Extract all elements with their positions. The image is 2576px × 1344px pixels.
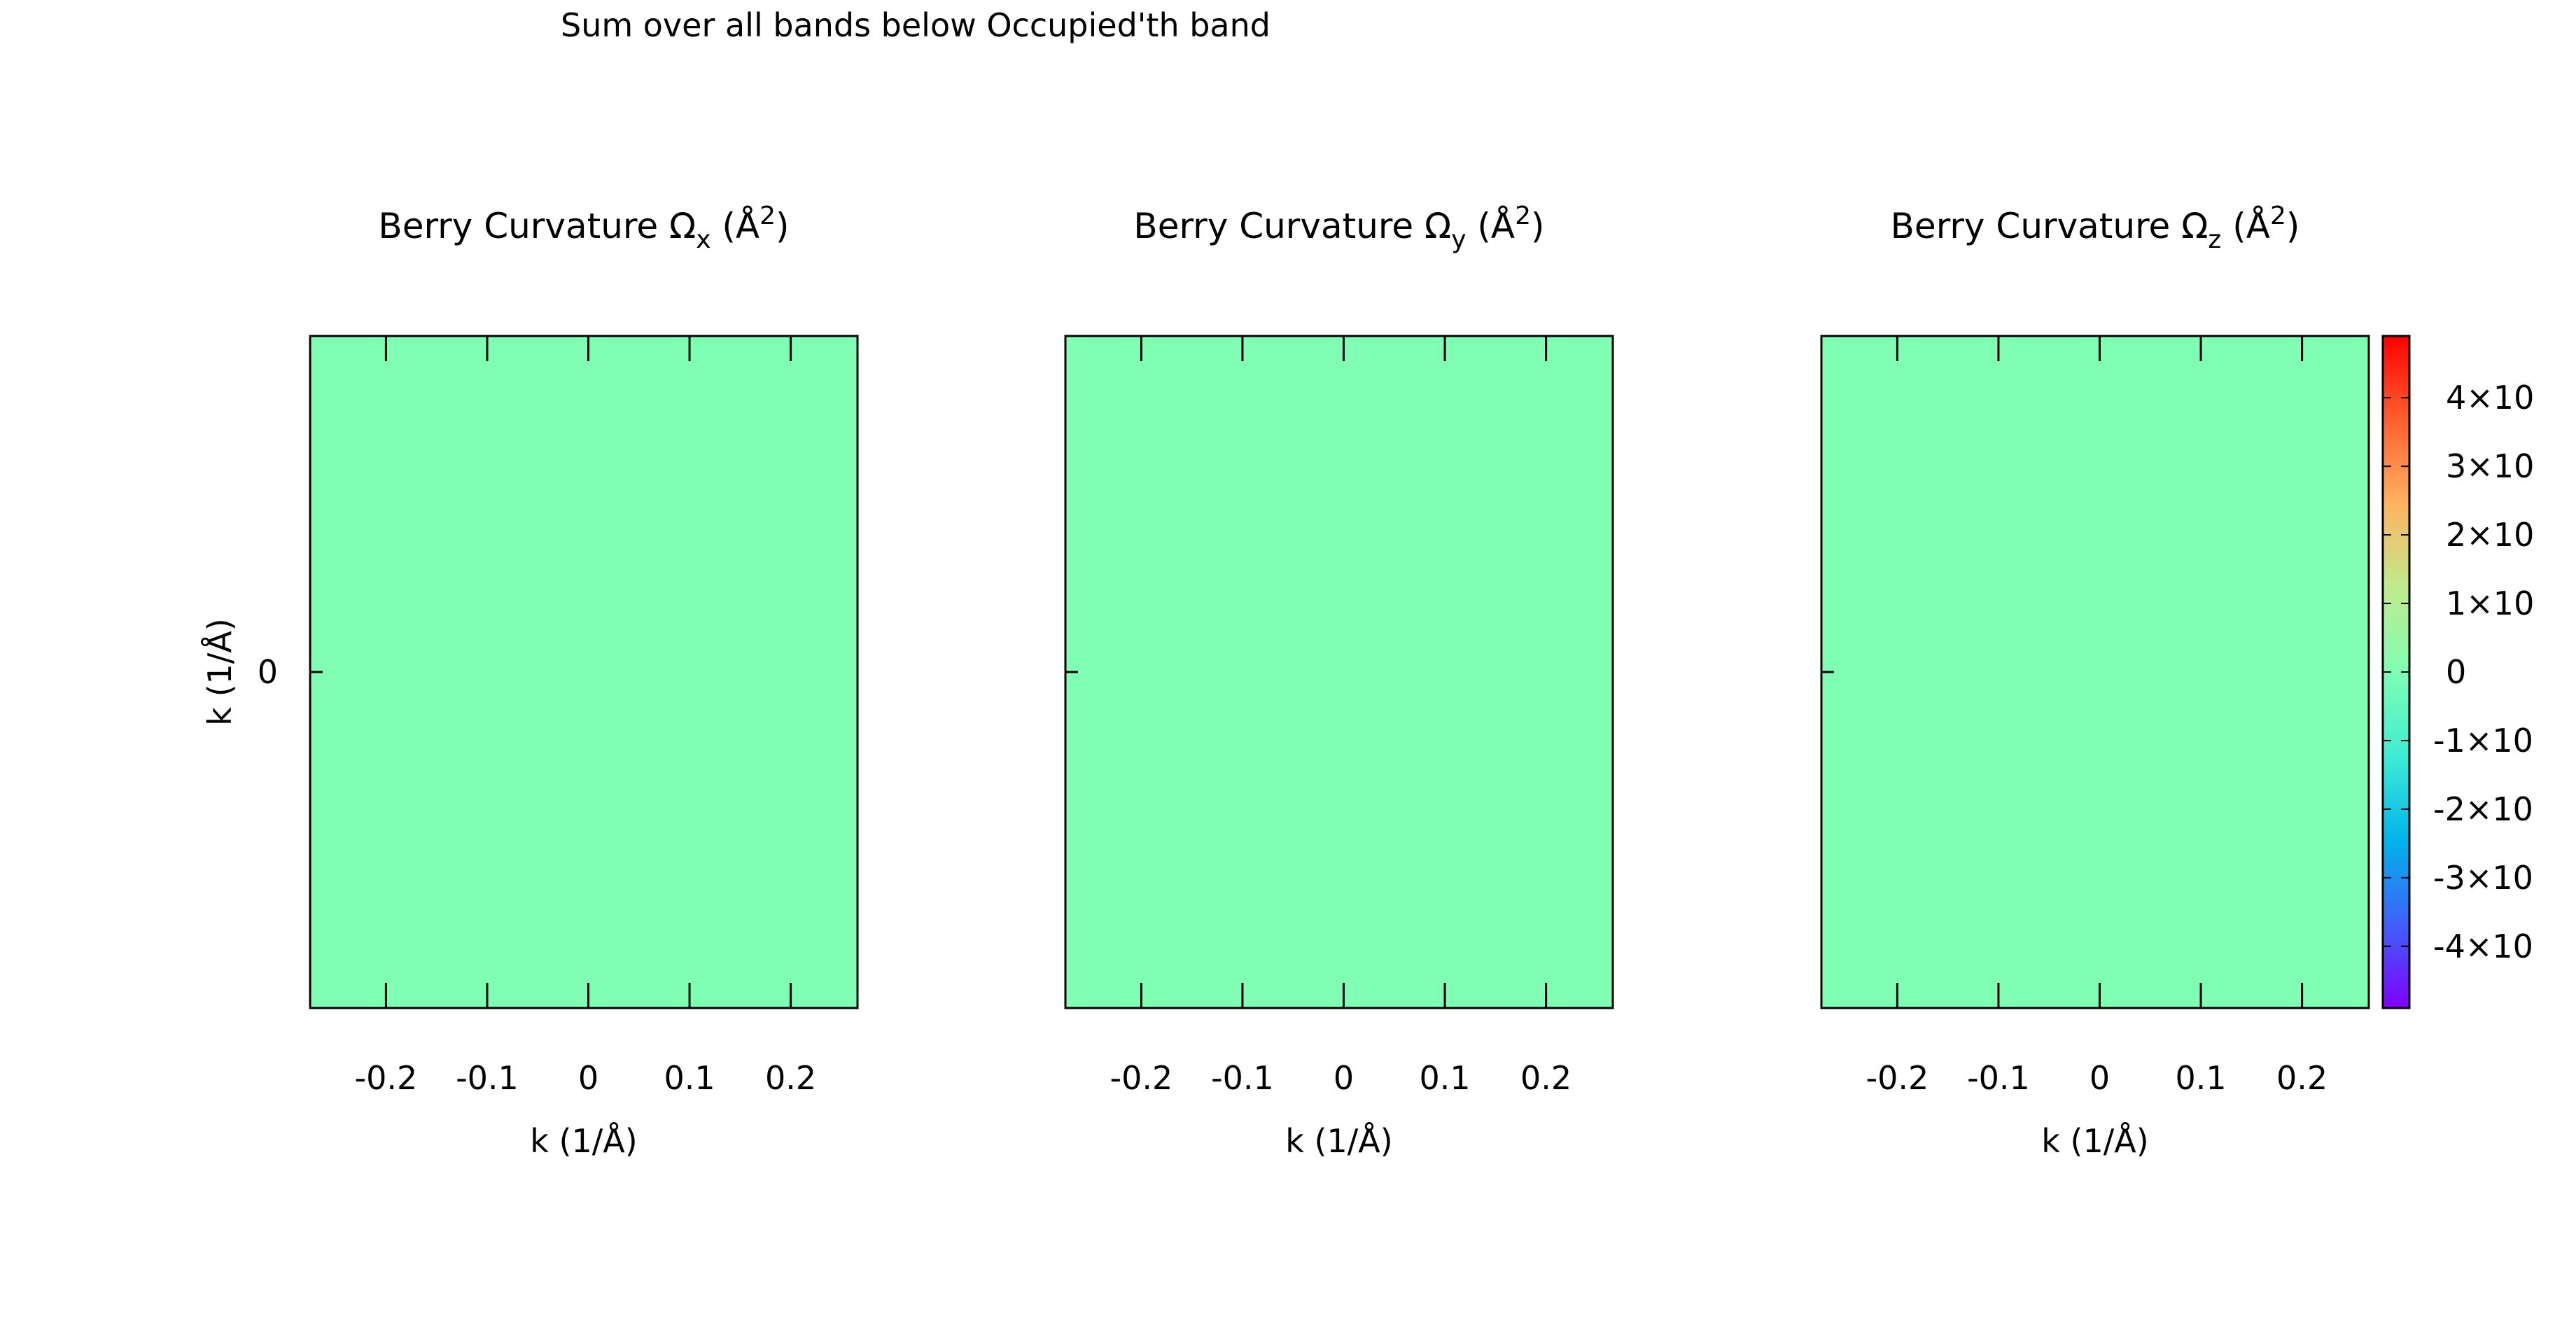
colorbar-tick-label: 1×10 bbox=[2446, 584, 2534, 622]
panel-2: -0.2 -0.1 0 0.1 0.2 k (1/Å) Berry Curvature Ωy… bbox=[1064, 202, 1614, 1160]
x-tick-label: -0.1 bbox=[1967, 1059, 2030, 1097]
x-tick-label: 0.1 bbox=[2175, 1059, 2226, 1097]
panel-title-subscript: z bbox=[2208, 225, 2221, 254]
x-tick-label: -0.2 bbox=[1110, 1059, 1173, 1097]
panel-title-unit-close: ) bbox=[1531, 206, 1545, 246]
panel-title-base: Berry Curvature Ω bbox=[1891, 206, 2208, 246]
panel-title-base: Berry Curvature Ω bbox=[1133, 206, 1451, 246]
panel-title: Berry Curvature Ωz (Å2) bbox=[1891, 202, 2300, 254]
panel-title-base: Berry Curvature Ω bbox=[378, 206, 696, 246]
panel-3: -0.2 -0.1 0 0.1 0.2 k (1/Å) Berry Curvature Ωz… bbox=[1820, 202, 2370, 1160]
panels: -0.2 -0.1 0 0.1 0.2 0 k (1/Å) Berry Curvature Ω… bbox=[258, 202, 2370, 1160]
heatmap-cell bbox=[1065, 336, 1613, 1008]
y-tick-label: 0 bbox=[258, 653, 278, 691]
panel-title-subscript: y bbox=[1451, 225, 1466, 254]
colorbar-tick-label: -3×10 bbox=[2433, 859, 2533, 897]
panel-1: -0.2 -0.1 0 0.1 0.2 0 k (1/Å) Berry Curvature Ω… bbox=[258, 202, 859, 1160]
x-axis-label: k (1/Å) bbox=[1285, 1122, 1392, 1160]
x-tick-label: -0.1 bbox=[1211, 1059, 1274, 1097]
panel-title-unit: (Å bbox=[711, 206, 760, 246]
colorbar-tick-label: 0 bbox=[2446, 653, 2466, 691]
colorbar-tick-label: -4×10 bbox=[2433, 927, 2533, 965]
x-axis-label: k (1/Å) bbox=[530, 1122, 637, 1160]
x-tick-label: 0.2 bbox=[2276, 1059, 2328, 1097]
colorbar: 4×10 3×10 2×10 1×10 0 -1×10 -2×10 -3×10 -4×10 bbox=[2381, 335, 2534, 1009]
x-tick-label: 0.2 bbox=[1520, 1059, 1572, 1097]
figure-title: Sum over all bands below Occupied'th ban… bbox=[561, 6, 1270, 44]
panel-title: Berry Curvature Ωx (Å2) bbox=[378, 202, 789, 254]
panel-title-subscript: x bbox=[696, 225, 710, 254]
x-tick-label: 0 bbox=[1334, 1059, 1354, 1097]
x-tick-label: 0.2 bbox=[765, 1059, 816, 1097]
x-axis-label: k (1/Å) bbox=[2041, 1122, 2148, 1160]
panel-title-superscript: 2 bbox=[760, 202, 776, 230]
x-tick-label: 0 bbox=[2090, 1059, 2110, 1097]
x-tick-label: -0.2 bbox=[1866, 1059, 1929, 1097]
colorbar-tick-label: -2×10 bbox=[2433, 790, 2533, 828]
panel-title-superscript: 2 bbox=[1515, 202, 1531, 230]
panel-title-unit: (Å bbox=[2221, 206, 2270, 246]
panel-title-unit-close: ) bbox=[2286, 206, 2300, 246]
heatmap-cell bbox=[310, 336, 858, 1008]
panel-title-unit: (Å bbox=[1466, 206, 1516, 246]
panel-title: Berry Curvature Ωy (Å2) bbox=[1133, 202, 1544, 254]
colorbar-tick-label: 2×10 bbox=[2446, 516, 2534, 554]
colorbar-tick-label: 4×10 bbox=[2446, 379, 2534, 416]
x-tick-label: -0.2 bbox=[355, 1059, 418, 1097]
heatmap-cell bbox=[1821, 336, 2369, 1008]
x-tick-label: 0.1 bbox=[1419, 1059, 1470, 1097]
colorbar-tick-label: 3×10 bbox=[2446, 447, 2534, 485]
x-tick-label: 0 bbox=[578, 1059, 598, 1097]
panel-title-superscript: 2 bbox=[2270, 202, 2286, 230]
x-tick-label: 0.1 bbox=[664, 1059, 715, 1097]
colorbar-tick-label: -1×10 bbox=[2433, 722, 2533, 760]
panel-title-unit-close: ) bbox=[776, 206, 790, 246]
x-tick-label: -0.1 bbox=[456, 1059, 519, 1097]
y-axis-label: k (1/Å) bbox=[201, 618, 239, 725]
